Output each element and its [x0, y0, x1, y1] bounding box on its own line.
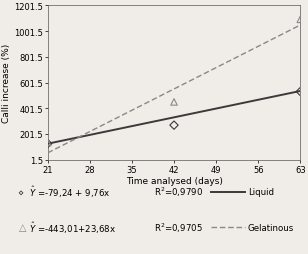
Point — [298, 90, 303, 94]
X-axis label: Time analysed (days): Time analysed (days) — [126, 177, 222, 186]
Point — [172, 101, 176, 105]
Text: $\hat{Y}$ =-79,24 + 9,76x: $\hat{Y}$ =-79,24 + 9,76x — [29, 184, 111, 200]
Point — [45, 142, 50, 146]
Text: $\diamond$: $\diamond$ — [17, 187, 24, 197]
Text: Gelatinous: Gelatinous — [248, 223, 294, 232]
Text: R$^2$=0,9790: R$^2$=0,9790 — [154, 185, 203, 198]
Text: Liquid: Liquid — [248, 187, 274, 196]
Point — [45, 141, 50, 145]
Text: $\hat{Y}$ =-443,01+23,68x: $\hat{Y}$ =-443,01+23,68x — [29, 219, 116, 235]
Text: $\triangle$: $\triangle$ — [17, 221, 28, 233]
Point — [172, 124, 176, 128]
Y-axis label: Calli increase (%): Calli increase (%) — [2, 44, 11, 123]
Point — [298, 18, 303, 22]
Text: R$^2$=0,9705: R$^2$=0,9705 — [154, 221, 203, 234]
